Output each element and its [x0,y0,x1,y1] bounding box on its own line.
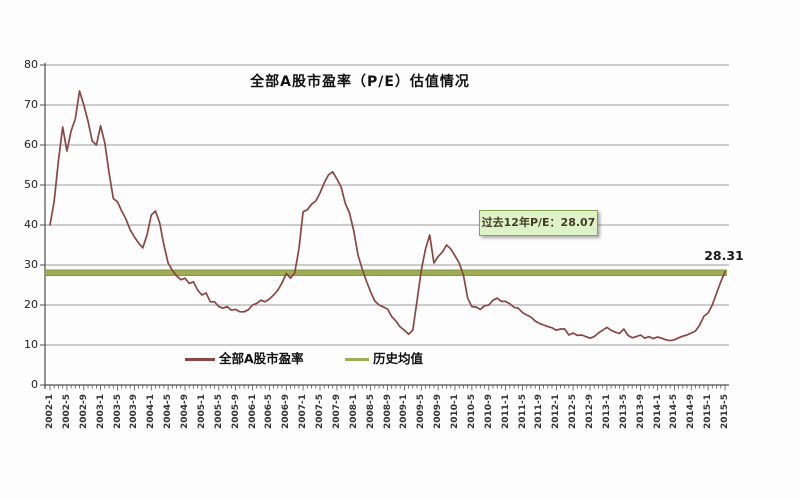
x-axis-tick-label: 2009-9 [433,394,444,430]
x-axis-tick-label: 2010-5 [466,394,477,430]
x-axis-tick-label: 2009-1 [399,394,410,430]
legend-item-pe: 全部A股市盈率 [185,351,315,367]
x-axis-tick-label: 2006-9 [281,394,292,430]
y-axis-tick-label: 70 [24,98,38,111]
x-axis-tick-label: 2004-9 [180,394,190,430]
y-axis-tick-label: 50 [24,178,38,191]
average-pe-callout: 过去12年P/E：28.07 [479,210,598,236]
chart-title: 全部A股市盈率（P/E）估值情况 [250,74,470,90]
x-axis-tick-label: 2008-5 [365,394,376,430]
x-axis-tick-label: 2005-9 [230,394,241,430]
x-axis-tick-label: 2002-1 [45,394,55,430]
average-line-swatch [345,358,369,361]
x-axis-tick-label: 2003-5 [112,394,123,430]
x-axis-tick-label: 2011-1 [500,394,511,430]
y-axis-tick-label: 20 [24,298,38,311]
x-axis-tick-label: 2008-9 [382,394,393,430]
x-axis-tick-label: 2004-5 [163,394,174,430]
legend-item-average: 历史均值 [345,351,435,367]
x-axis-tick-label: 2010-1 [450,394,460,430]
x-axis-tick-label: 2006-1 [247,394,258,430]
y-axis-tick-label: 0 [31,378,38,391]
x-axis-tick-label: 2012-9 [585,394,595,430]
x-axis-tick-label: 2014-5 [669,394,680,430]
x-axis-tick-label: 2008-1 [348,394,359,430]
y-axis-tick-label: 80 [24,58,38,71]
x-axis-tick-label: 2007-9 [331,394,342,430]
x-axis-tick-label: 2003-1 [95,394,106,430]
x-axis-tick-label: 2014-1 [652,394,663,430]
y-axis-tick-label: 10 [24,338,38,351]
x-axis-tick-label: 2004-1 [146,394,157,430]
legend-label-average: 历史均值 [373,351,424,366]
x-axis-tick-label: 2011-9 [534,394,545,430]
y-axis-tick-label: 60 [24,138,38,151]
x-axis-tick-label: 2012-5 [568,394,579,430]
x-axis-tick-label: 2011-5 [517,394,528,430]
pe-line-swatch [185,358,215,361]
x-axis-tick-label: 2005-1 [196,394,207,430]
latest-value-label: 28.31 [704,248,744,263]
x-axis-tick-label: 2014-9 [686,394,697,430]
x-axis-tick-label: 2012-1 [551,394,562,430]
x-axis-tick-label: 2007-1 [298,394,309,430]
legend-label-pe: 全部A股市盈率 [219,351,304,366]
pe-line [49,90,726,342]
x-axis-tick-label: 2015-5 [720,394,730,430]
x-axis-tick-label: 2002-9 [78,394,89,430]
x-axis-tick-label: 2007-5 [315,394,325,430]
x-axis-tick-label: 2002-5 [61,394,72,430]
y-axis-tick-label: 30 [24,258,38,271]
x-axis-tick-label: 2013-5 [618,394,629,430]
x-axis-tick-label: 2013-9 [635,394,646,430]
x-axis-tick-label: 2006-5 [264,394,275,430]
x-axis-tick-label: 2003-9 [129,394,140,430]
y-axis-tick-label: 40 [24,218,38,231]
x-axis-tick-label: 2009-5 [416,394,427,430]
x-axis-tick-label: 2013-1 [601,394,612,430]
x-axis-tick-label: 2005-5 [213,394,224,430]
x-axis-tick-label: 2010-9 [483,394,494,430]
x-axis-tick-label: 2015-1 [703,394,714,430]
